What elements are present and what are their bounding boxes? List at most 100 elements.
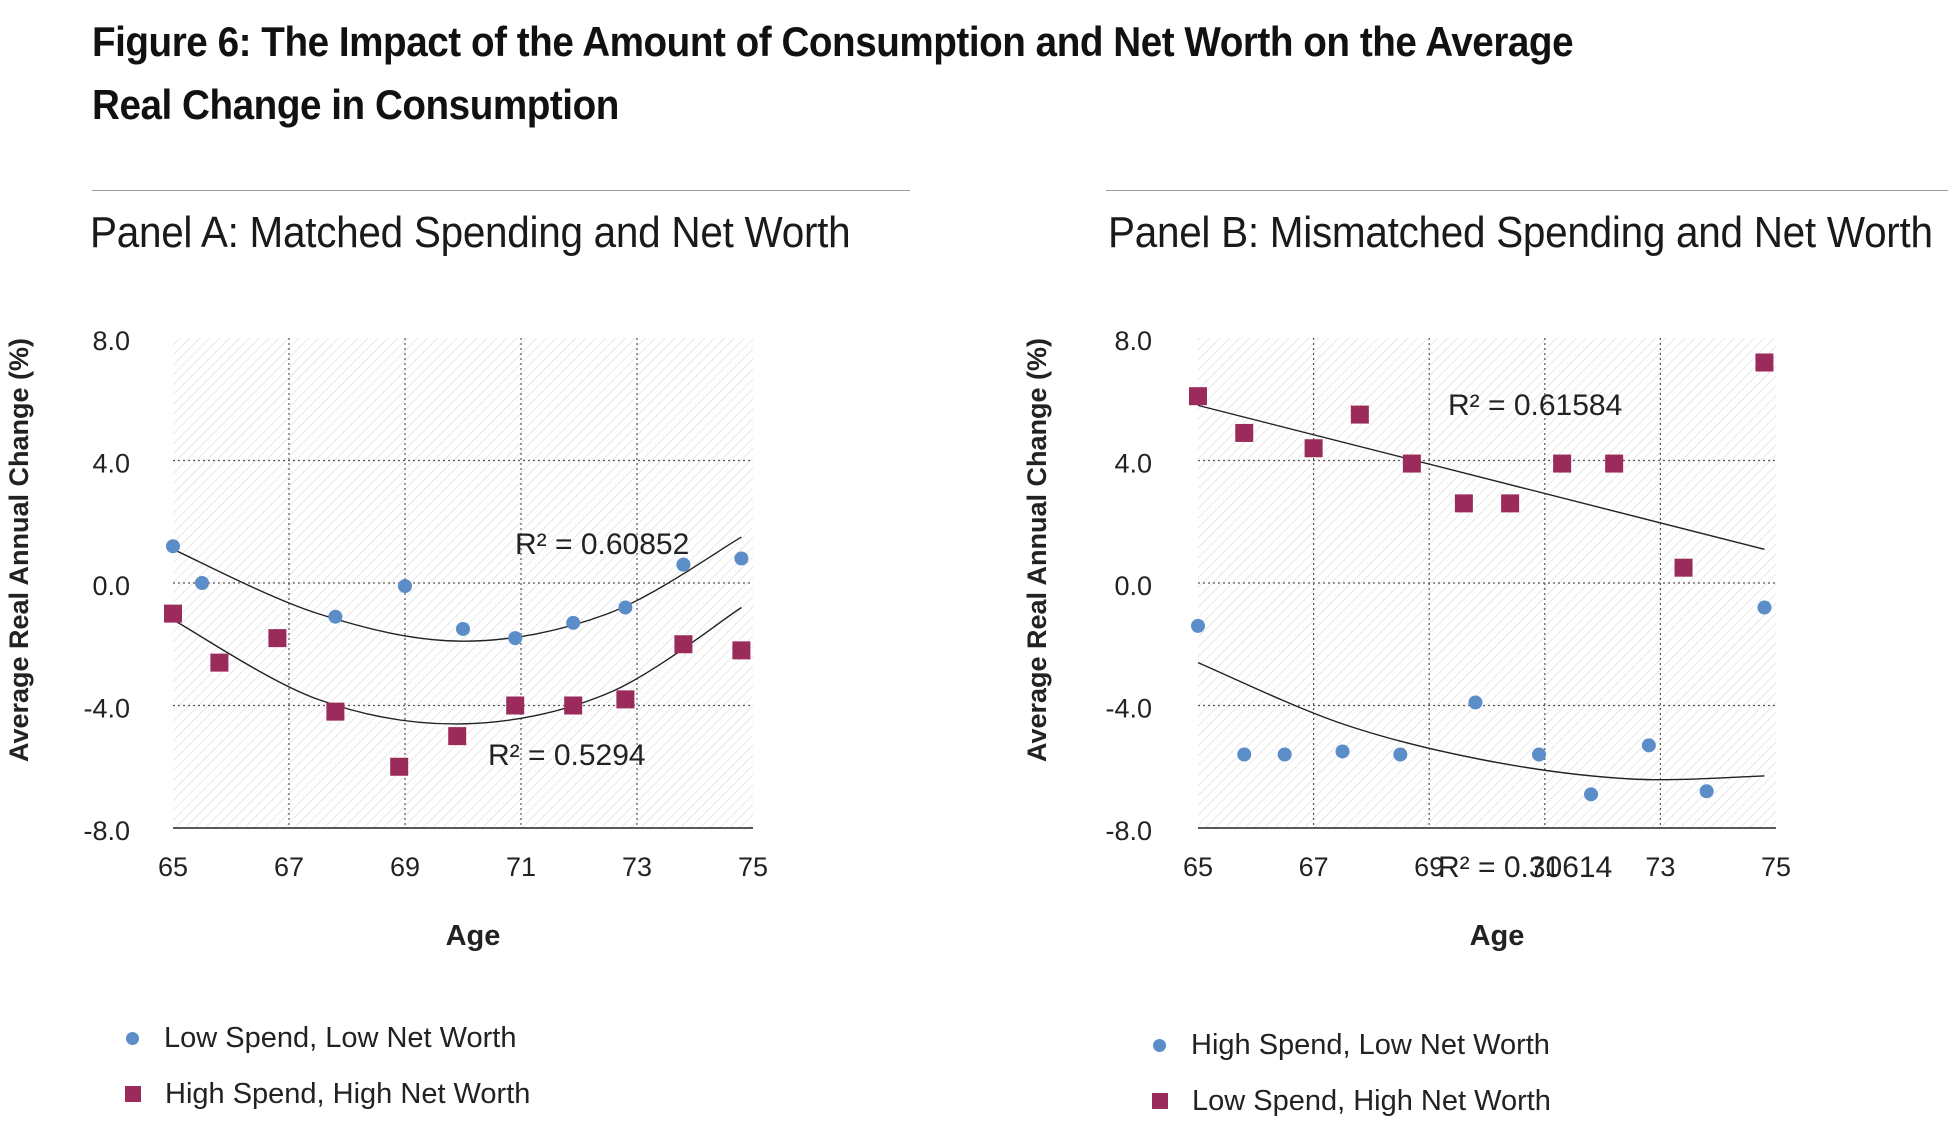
panel-b-title: Panel B: Mismatched Spending and Net Wor…: [1108, 208, 1933, 257]
data-point-circle: [328, 609, 343, 624]
x-tick-label: 73: [622, 852, 652, 882]
data-point-square: [210, 653, 229, 672]
trendline: [172, 606, 742, 725]
data-point-square: [326, 702, 345, 721]
data-point-square: [1605, 454, 1624, 473]
data-point-circle: [1757, 600, 1772, 615]
panel-b-divider: [1106, 190, 1948, 191]
circle-marker-icon: [1153, 1038, 1166, 1052]
data-point-circle: [618, 600, 633, 615]
y-tick-label: -8.0: [83, 816, 130, 846]
data-point-circle: [1584, 787, 1599, 802]
figure-title: Figure 6: The Impact of the Amount of Co…: [92, 10, 1792, 136]
circle-marker-icon: [126, 1031, 139, 1045]
y-tick-label: 8.0: [1114, 326, 1152, 356]
data-point-square: [506, 696, 525, 715]
panel-a-divider: [92, 190, 910, 191]
data-point-square: [1189, 387, 1207, 406]
x-tick-label: 71: [1530, 852, 1560, 882]
legend-label: High Spend, Low Net Worth: [1191, 1028, 1550, 1061]
x-tick-label: 65: [1183, 852, 1213, 882]
x-tick-label: 69: [1414, 852, 1444, 882]
r-squared-label: R² = 0.5294: [488, 739, 646, 772]
data-point-square: [1402, 454, 1421, 473]
data-point-circle: [1468, 695, 1483, 710]
y-axis-title: Average Real Annual Change (%): [4, 338, 34, 762]
y-tick-label: -8.0: [1105, 816, 1152, 846]
panel-a-title: Panel A: Matched Spending and Net Worth: [90, 208, 851, 257]
data-point-circle: [166, 539, 180, 554]
panel-b-legend: High Spend, Low Net Worth Low Spend, Hig…: [1151, 1017, 1551, 1129]
square-marker-icon: [125, 1086, 141, 1102]
data-point-square: [164, 604, 182, 623]
data-point-square: [448, 727, 467, 746]
square-marker-icon: [1152, 1093, 1168, 1109]
figure-title-line-2: Real Change in Consumption: [92, 81, 619, 128]
data-point-square: [390, 757, 409, 776]
data-point-circle: [456, 621, 470, 636]
data-point-square: [1454, 494, 1473, 513]
panel-a-legend: Low Spend, Low Net Worth High Spend, Hig…: [124, 1010, 530, 1122]
data-point-square: [1501, 494, 1520, 513]
trendline: [172, 536, 742, 642]
panel-a-chart: 8.0 4.0 0.0 -4.0 -8.0 65 67 69 71 73 75 Age Average …: [4, 326, 768, 952]
legend-item: Low Spend, Low Net Worth: [124, 1010, 530, 1066]
x-axis-title: Age: [446, 920, 501, 952]
data-point-circle: [195, 576, 209, 590]
y-tick-label: 8.0: [92, 326, 130, 356]
data-point-circle: [1641, 738, 1656, 753]
data-point-square: [268, 629, 287, 648]
x-tick-label: 65: [158, 852, 188, 882]
x-tick-label: 69: [390, 852, 420, 882]
x-tick-label: 67: [274, 852, 304, 882]
y-tick-label: 0.0: [1114, 571, 1152, 601]
data-point-circle: [1237, 747, 1252, 762]
panel-b-chart: 8.0 4.0 0.0 -4.0 -8.0 65 67 69 71 73 75 Age Average …: [1022, 326, 1791, 952]
data-point-square: [1755, 353, 1774, 372]
legend-label: High Spend, High Net Worth: [165, 1077, 531, 1110]
data-point-square: [1553, 454, 1572, 473]
data-point-circle: [1191, 618, 1205, 633]
r-squared-label: R² = 0.60852: [515, 528, 689, 561]
x-tick-label: 75: [1761, 852, 1791, 882]
data-point-circle: [566, 615, 581, 630]
r-squared-label: R² = 0.61584: [1448, 389, 1622, 422]
data-point-circle: [676, 557, 691, 572]
data-point-circle: [508, 631, 523, 646]
data-point-circle: [1277, 747, 1292, 762]
x-tick-label: 67: [1299, 852, 1329, 882]
trendline: [1197, 404, 1765, 550]
data-point-square: [564, 696, 583, 715]
y-tick-label: 4.0: [92, 449, 130, 479]
legend-label: Low Spend, High Net Worth: [1192, 1084, 1551, 1117]
x-tick-label: 73: [1645, 852, 1675, 882]
x-tick-label: 71: [506, 852, 536, 882]
figure-title-line-1: Figure 6: The Impact of the Amount of Co…: [92, 18, 1574, 65]
legend-item: High Spend, High Net Worth: [124, 1066, 530, 1122]
trendline: [1197, 661, 1765, 781]
y-tick-label: 0.0: [92, 571, 130, 601]
data-point-circle: [1699, 784, 1714, 799]
data-point-square: [674, 635, 693, 654]
data-point-square: [1350, 405, 1369, 424]
data-point-circle: [734, 551, 749, 566]
legend-item: High Spend, Low Net Worth: [1151, 1017, 1551, 1073]
y-tick-label: -4.0: [1105, 694, 1152, 724]
data-point-circle: [398, 579, 412, 594]
data-point-circle: [1393, 747, 1408, 762]
data-point-square: [732, 641, 751, 660]
x-tick-label: 75: [738, 852, 768, 882]
y-tick-label: -4.0: [83, 694, 130, 724]
data-point-circle: [1532, 747, 1547, 762]
legend-label: Low Spend, Low Net Worth: [164, 1021, 517, 1054]
x-axis-title: Age: [1470, 920, 1525, 952]
data-point-square: [1674, 558, 1693, 577]
data-point-square: [1235, 423, 1254, 442]
data-point-circle: [1335, 744, 1350, 759]
legend-item: Low Spend, High Net Worth: [1151, 1073, 1551, 1129]
data-point-square: [1304, 439, 1323, 458]
y-tick-label: 4.0: [1114, 449, 1152, 479]
r-squared-label: R² = 0.30614: [1438, 851, 1612, 884]
data-point-square: [616, 690, 635, 709]
y-axis-title: Average Real Annual Change (%): [1022, 338, 1052, 762]
